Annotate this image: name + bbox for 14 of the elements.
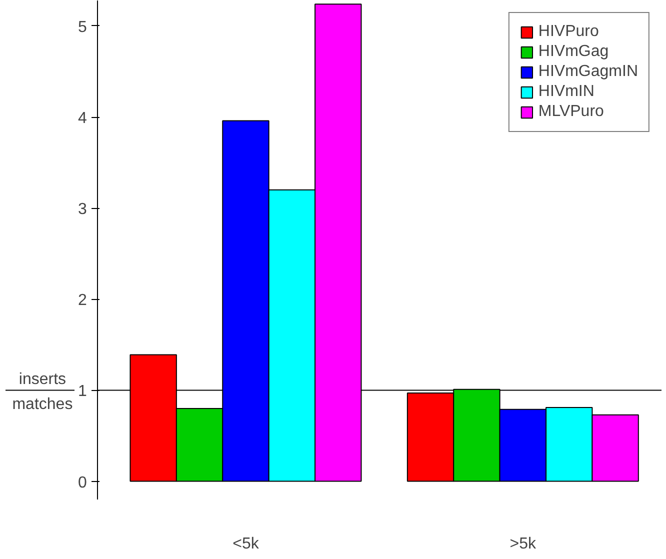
y-tick-label: 3 xyxy=(78,201,87,218)
y-axis-title: inserts matches xyxy=(12,371,73,414)
y-tick-label: 5 xyxy=(78,18,87,36)
x-tick-label: <5k xyxy=(232,536,260,552)
legend-label: HIVPuro xyxy=(538,23,599,41)
legend-label: MLVPuro xyxy=(538,103,604,121)
legend-label: HIVmGagmIN xyxy=(538,63,638,81)
y-tick-label: 0 xyxy=(78,474,87,492)
x-tick-label: >5k xyxy=(510,536,538,552)
legend-label: HIVmGag xyxy=(538,43,609,61)
legend-label: HIVmIN xyxy=(538,83,594,101)
y-tick-label: 1 xyxy=(78,383,87,400)
y-tick-label: 2 xyxy=(78,292,87,310)
y-tick-label: 4 xyxy=(78,110,87,128)
